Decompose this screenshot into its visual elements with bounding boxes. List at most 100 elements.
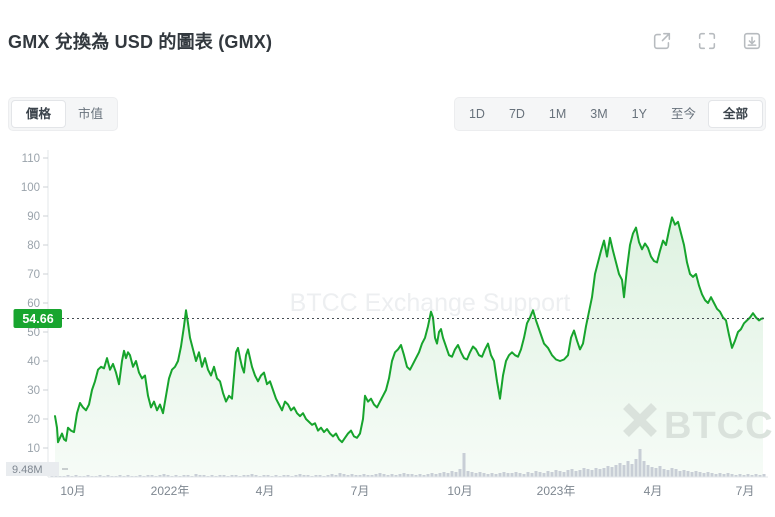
volume-bar bbox=[198, 475, 202, 477]
volume-bar bbox=[294, 475, 298, 477]
volume-bar bbox=[486, 474, 490, 477]
volume-bar bbox=[494, 474, 498, 477]
volume-bar bbox=[386, 475, 390, 477]
volume-bar bbox=[390, 474, 394, 477]
volume-bar bbox=[610, 467, 614, 477]
volume-bar bbox=[726, 473, 730, 477]
volume-bar bbox=[146, 475, 150, 477]
volume-bar bbox=[406, 474, 410, 477]
current-price-badge-bg bbox=[13, 308, 62, 328]
volume-bar bbox=[546, 471, 550, 477]
volume-bar bbox=[714, 474, 718, 477]
y-tick-label: 20 bbox=[27, 414, 40, 426]
volume-bar bbox=[302, 475, 306, 477]
volume-bar bbox=[158, 475, 162, 477]
volume-bar bbox=[362, 474, 366, 477]
volume-bar bbox=[482, 473, 486, 477]
volume-bar bbox=[702, 473, 706, 477]
volume-bar bbox=[338, 473, 342, 477]
volume-bar bbox=[222, 475, 226, 477]
volume-bar bbox=[694, 471, 698, 477]
volume-bar bbox=[378, 473, 382, 477]
volume-bar bbox=[218, 475, 222, 477]
volume-bar bbox=[474, 473, 478, 477]
volume-bar bbox=[410, 474, 414, 477]
volume-bar bbox=[762, 474, 766, 477]
volume-bar bbox=[314, 475, 318, 477]
volume-bar bbox=[538, 472, 542, 477]
range-1y[interactable]: 1Y bbox=[620, 100, 659, 128]
volume-bar bbox=[398, 474, 402, 477]
volume-bar bbox=[550, 472, 554, 477]
volume-bar bbox=[510, 473, 514, 477]
volume-bar bbox=[442, 472, 446, 477]
btcc-logo-text: BTCC bbox=[664, 405, 774, 447]
y-tick-label: 50 bbox=[27, 327, 40, 339]
chart-toolbar: 價格 市值 1D 7D 1M 3M 1Y 至今 全部 bbox=[8, 97, 766, 131]
volume-bar bbox=[706, 472, 710, 477]
volume-bar bbox=[74, 475, 78, 477]
chart-header: GMX 兌換為 USD 的圖表 (GMX) bbox=[0, 0, 775, 90]
range-7d[interactable]: 7D bbox=[497, 100, 537, 128]
volume-bar bbox=[678, 471, 682, 477]
volume-bar bbox=[634, 459, 638, 477]
volume-bar bbox=[594, 468, 598, 477]
volume-bar bbox=[298, 474, 302, 477]
tab-price[interactable]: 價格 bbox=[11, 100, 67, 128]
fullscreen-icon bbox=[698, 32, 716, 50]
volume-bar bbox=[150, 475, 154, 477]
volume-bar bbox=[686, 471, 690, 477]
volume-axis-label: 9.48M bbox=[6, 462, 68, 476]
volume-bar bbox=[738, 474, 742, 477]
range-all[interactable]: 全部 bbox=[707, 100, 763, 128]
volume-bar bbox=[250, 474, 254, 477]
x-tick-label: 10月 bbox=[447, 484, 472, 498]
volume-bar bbox=[630, 464, 634, 477]
fullscreen-button[interactable] bbox=[696, 30, 718, 52]
volume-bar bbox=[394, 475, 398, 477]
volume-bar bbox=[698, 472, 702, 477]
y-axis: 110 100 90 80 70 60 50 40 30 20 10 bbox=[21, 153, 48, 455]
range-1m[interactable]: 1M bbox=[537, 100, 578, 128]
range-1d[interactable]: 1D bbox=[457, 100, 497, 128]
volume-bar bbox=[682, 470, 686, 477]
volume-bar bbox=[754, 474, 758, 477]
volume-bar bbox=[470, 472, 474, 477]
volume-bar bbox=[498, 473, 502, 477]
volume-bar bbox=[402, 473, 406, 477]
volume-bar bbox=[202, 475, 206, 477]
volume-bar bbox=[662, 469, 666, 477]
tab-marketcap[interactable]: 市值 bbox=[66, 100, 115, 128]
volume-bar bbox=[758, 475, 762, 477]
range-3m[interactable]: 3M bbox=[578, 100, 619, 128]
volume-label-text: 9.48M bbox=[12, 464, 43, 476]
chart-area[interactable]: BTCC Exchange Support BTCC 110 100 90 80 70 6… bbox=[0, 145, 775, 517]
volume-bar bbox=[466, 471, 470, 477]
volume-bar bbox=[326, 475, 330, 477]
volume-bar bbox=[366, 475, 370, 477]
x-tick-label: 4月 bbox=[256, 484, 275, 498]
range-ytd[interactable]: 至今 bbox=[659, 100, 708, 128]
x-tick-label: 2022年 bbox=[151, 484, 190, 498]
volume-bar bbox=[530, 473, 534, 477]
volume-bar bbox=[418, 474, 422, 477]
y-tick-label: 10 bbox=[27, 443, 40, 455]
volume-bar bbox=[638, 449, 642, 477]
volume-bar bbox=[306, 475, 310, 477]
volume-bar bbox=[354, 475, 358, 477]
volume-bar bbox=[274, 475, 278, 477]
y-tick-label: 60 bbox=[27, 298, 40, 310]
volume-bar bbox=[138, 475, 142, 477]
volume-bar bbox=[710, 473, 714, 477]
download-button[interactable] bbox=[741, 30, 763, 52]
volume-bar bbox=[646, 465, 650, 477]
header-actions bbox=[651, 30, 763, 52]
share-button[interactable] bbox=[651, 30, 673, 52]
volume-bar bbox=[186, 475, 190, 477]
volume-bar bbox=[666, 470, 670, 477]
volume-bar bbox=[246, 475, 250, 477]
volume-bar bbox=[598, 469, 602, 477]
volume-bar bbox=[66, 475, 70, 477]
volume-bar bbox=[86, 475, 90, 477]
